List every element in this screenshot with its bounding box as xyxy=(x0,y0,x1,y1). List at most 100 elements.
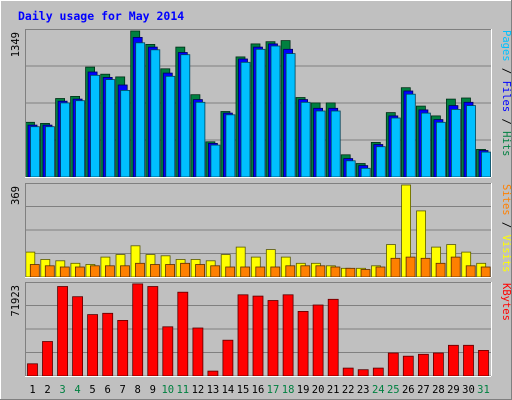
kbytes-bar-25 xyxy=(387,352,399,377)
sites-bar-16 xyxy=(255,266,266,278)
kbytes-bar-28 xyxy=(432,352,444,377)
legend-entry: Sites xyxy=(500,184,512,216)
kbytes-bar-10 xyxy=(162,326,174,377)
kbytes-bar-13 xyxy=(207,370,219,377)
sites-bar-24 xyxy=(375,266,386,278)
pages-bar-12 xyxy=(195,101,206,178)
legend-entry: Visits xyxy=(500,235,512,273)
sites-bar-29 xyxy=(450,256,461,278)
kbytes-bar-5 xyxy=(87,314,98,377)
kbytes-bar-15 xyxy=(237,294,249,377)
x-label-8: 8 xyxy=(135,384,141,396)
legend-entry: Pages xyxy=(500,30,512,62)
sites-bar-4 xyxy=(75,266,85,278)
kbytes-bar-16 xyxy=(252,295,264,377)
pages-bar-20 xyxy=(315,110,326,178)
kbytes-bar-17 xyxy=(267,300,279,377)
x-label-25: 25 xyxy=(387,384,400,396)
x-label-20: 20 xyxy=(312,384,325,396)
kbytes-bar-27 xyxy=(417,353,429,377)
sites-bar-1 xyxy=(29,264,40,278)
sites-bar-9 xyxy=(150,264,160,278)
pages-bar-5 xyxy=(90,74,100,178)
kbytes-bar-23 xyxy=(357,369,369,377)
chart-title: Daily usage for May 2014 xyxy=(18,9,184,23)
kbytes-bar-1 xyxy=(27,363,38,377)
sites-bar-2 xyxy=(44,265,55,278)
sites-bar-15 xyxy=(240,266,251,278)
kbytes-bar-18 xyxy=(282,294,294,377)
sites-bar-17 xyxy=(270,266,281,278)
sites-bar-22 xyxy=(345,267,356,278)
kbytes-bar-3 xyxy=(57,286,68,377)
legend-entry: Hits xyxy=(500,131,512,156)
x-label-10: 10 xyxy=(161,384,174,396)
x-label-16: 16 xyxy=(252,384,265,396)
pages-bar-11 xyxy=(180,54,191,178)
pages-bar-31 xyxy=(481,151,491,178)
pages-bar-23 xyxy=(360,167,371,178)
x-label-14: 14 xyxy=(222,384,235,396)
x-label-15: 15 xyxy=(237,384,250,396)
sites-bar-8 xyxy=(135,262,145,278)
pages-bar-7 xyxy=(120,90,131,178)
sites-bar-20 xyxy=(315,265,326,278)
pages-bar-24 xyxy=(375,146,386,178)
y-max-label: 71923 xyxy=(10,285,22,317)
sites-bar-21 xyxy=(330,266,341,278)
pages-bar-14 xyxy=(225,114,236,178)
pages-bar-13 xyxy=(210,144,221,178)
x-label-7: 7 xyxy=(120,384,126,396)
x-label-23: 23 xyxy=(357,384,370,396)
x-label-31: 31 xyxy=(477,384,490,396)
sites-bar-28 xyxy=(435,262,446,278)
x-label-5: 5 xyxy=(89,384,95,396)
kbytes-bar-31 xyxy=(478,349,489,377)
pages-bar-4 xyxy=(75,100,85,178)
sites-bar-11 xyxy=(180,262,191,278)
pages-bar-22 xyxy=(345,160,356,178)
sites-bar-14 xyxy=(225,266,236,278)
x-label-26: 26 xyxy=(402,384,415,396)
pages-bar-28 xyxy=(435,121,446,178)
sites-bar-12 xyxy=(195,264,206,278)
kbytes-bar-24 xyxy=(372,367,384,377)
sites-bar-3 xyxy=(59,266,70,278)
x-label-28: 28 xyxy=(432,384,445,396)
x-label-6: 6 xyxy=(105,384,111,396)
pages-bar-15 xyxy=(240,61,251,178)
sites-bar-18 xyxy=(285,265,296,278)
sites-bar-19 xyxy=(300,265,311,278)
x-label-3: 3 xyxy=(59,384,65,396)
kbytes-bar-11 xyxy=(177,291,189,377)
kbytes-bar-26 xyxy=(402,355,414,377)
pages-bar-8 xyxy=(135,42,146,178)
sites-bar-27 xyxy=(420,257,431,278)
kbytes-bar-4 xyxy=(72,296,83,377)
legend-entry: / xyxy=(500,216,512,235)
x-label-9: 9 xyxy=(150,384,156,396)
pages-bar-25 xyxy=(390,117,401,178)
legend-entry: / xyxy=(500,62,512,81)
pages-bar-3 xyxy=(60,102,70,178)
sites-visits-panel: 369 Sites / Visits xyxy=(10,183,512,278)
kbytes-bar-7 xyxy=(117,319,129,377)
kbytes-bar-2 xyxy=(42,341,53,377)
kbytes-bar-30 xyxy=(463,344,474,377)
pages-bar-1 xyxy=(30,126,40,178)
x-label-2: 2 xyxy=(44,384,50,396)
sites-bar-6 xyxy=(105,265,115,278)
kbytes-bar-9 xyxy=(147,286,159,377)
x-label-21: 21 xyxy=(327,384,340,396)
sites-bar-10 xyxy=(165,264,176,278)
x-label-11: 11 xyxy=(176,384,189,396)
legend-entry: Files xyxy=(500,81,512,113)
y-max-label: 1349 xyxy=(10,32,22,57)
x-label-18: 18 xyxy=(282,384,295,396)
legend: KBytes xyxy=(500,283,512,321)
x-label-22: 22 xyxy=(342,384,355,396)
x-axis-labels: 1 2 3 4 5 6 7 8 9 10 11 12 13 14 15 16 17 18 19 20 21 22 23 24 2… xyxy=(29,384,489,396)
kbytes-bar-29 xyxy=(447,344,459,377)
sites-bar-13 xyxy=(210,265,221,278)
